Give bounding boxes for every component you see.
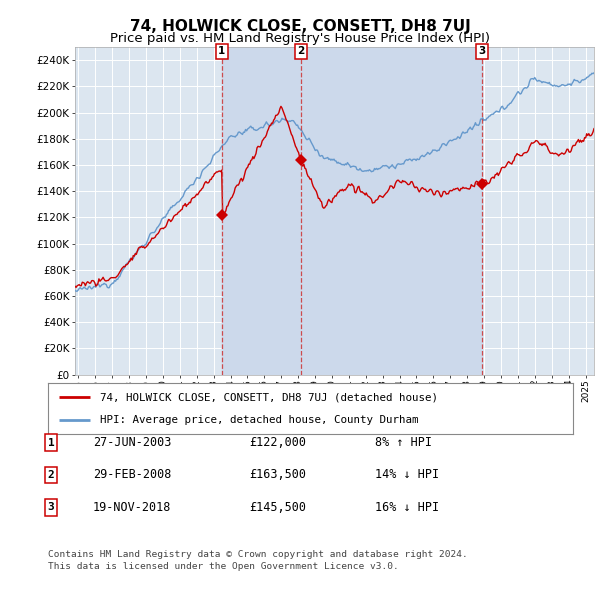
Text: Price paid vs. HM Land Registry's House Price Index (HPI): Price paid vs. HM Land Registry's House … xyxy=(110,32,490,45)
Text: 14% ↓ HPI: 14% ↓ HPI xyxy=(375,468,439,481)
Text: 2: 2 xyxy=(47,470,55,480)
Text: £163,500: £163,500 xyxy=(249,468,306,481)
Text: 1: 1 xyxy=(47,438,55,447)
Text: 19-NOV-2018: 19-NOV-2018 xyxy=(93,501,172,514)
Text: HPI: Average price, detached house, County Durham: HPI: Average price, detached house, Coun… xyxy=(101,415,419,425)
Text: 3: 3 xyxy=(478,46,486,56)
Text: 1: 1 xyxy=(218,46,226,56)
Text: This data is licensed under the Open Government Licence v3.0.: This data is licensed under the Open Gov… xyxy=(48,562,399,571)
Text: 2: 2 xyxy=(297,46,304,56)
Text: 27-JUN-2003: 27-JUN-2003 xyxy=(93,436,172,449)
Text: 8% ↑ HPI: 8% ↑ HPI xyxy=(375,436,432,449)
Text: 16% ↓ HPI: 16% ↓ HPI xyxy=(375,501,439,514)
Text: 29-FEB-2008: 29-FEB-2008 xyxy=(93,468,172,481)
Text: Contains HM Land Registry data © Crown copyright and database right 2024.: Contains HM Land Registry data © Crown c… xyxy=(48,550,468,559)
Bar xyxy=(222,47,482,375)
Text: 74, HOLWICK CLOSE, CONSETT, DH8 7UJ (detached house): 74, HOLWICK CLOSE, CONSETT, DH8 7UJ (det… xyxy=(101,392,439,402)
Text: 3: 3 xyxy=(47,503,55,512)
Text: £145,500: £145,500 xyxy=(249,501,306,514)
Text: £122,000: £122,000 xyxy=(249,436,306,449)
Text: 74, HOLWICK CLOSE, CONSETT, DH8 7UJ: 74, HOLWICK CLOSE, CONSETT, DH8 7UJ xyxy=(130,19,470,34)
